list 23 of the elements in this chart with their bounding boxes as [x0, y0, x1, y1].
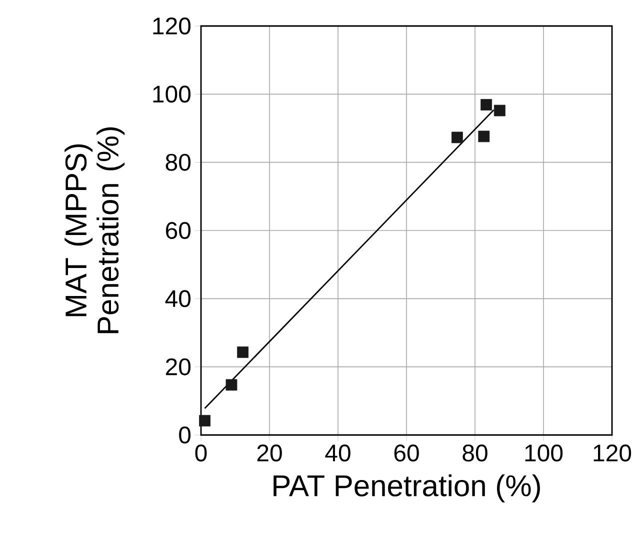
- y-tick-label: 0: [179, 426, 191, 444]
- y-tick-label: 20: [166, 358, 191, 376]
- x-axis-title: PAT Penetration (%): [274, 474, 540, 502]
- x-tick-label: 0: [195, 444, 207, 462]
- point: [199, 414, 210, 426]
- x-tick-label: 20: [257, 444, 282, 462]
- x-tick-label: 40: [325, 444, 350, 462]
- x-tick-label: 100: [525, 444, 563, 462]
- x-tick-label: 120: [594, 444, 632, 462]
- x-tick-label: 60: [394, 444, 419, 462]
- x-tick-label: 80: [462, 444, 488, 462]
- y-tick-label: 100: [153, 86, 191, 103]
- point: [237, 346, 248, 358]
- point: [480, 99, 492, 110]
- y-tick-label: 40: [165, 290, 191, 308]
- point: [451, 132, 463, 144]
- point: [226, 379, 238, 391]
- point: [494, 104, 506, 116]
- y-tick-label: 120: [153, 18, 191, 34]
- y-axis-title: MAT (MPPS) Penetration (%): [64, 127, 125, 334]
- point: [478, 130, 490, 142]
- y-tick-label: 80: [166, 154, 191, 171]
- y-tick-label: 60: [166, 222, 191, 239]
